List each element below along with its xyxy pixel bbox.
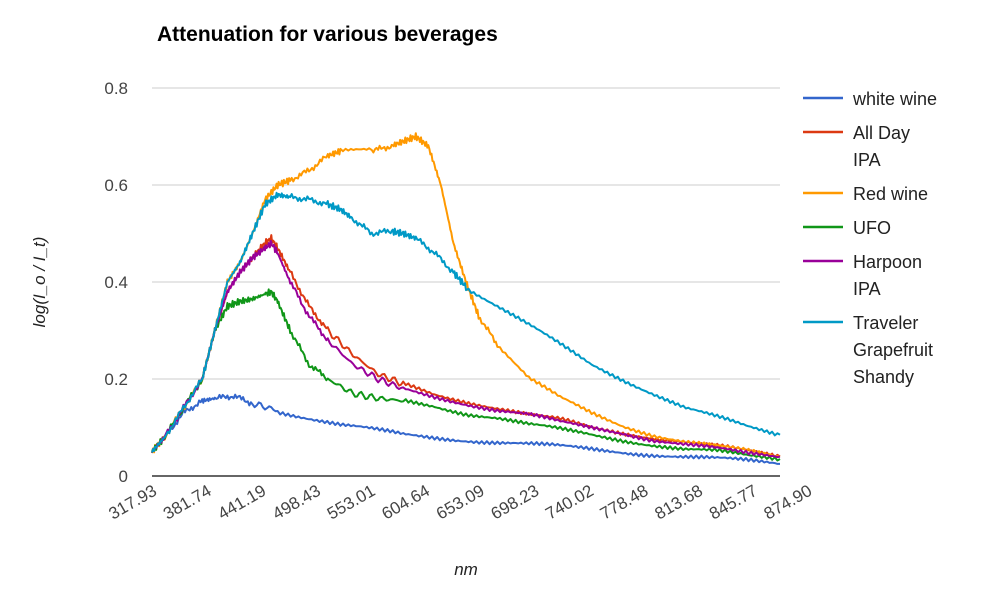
y-tick-label: 0.6 [104,176,128,195]
x-tick-label: 698.23 [488,481,543,523]
legend-label: All Day IPA [853,123,910,170]
x-axis-label: nm [454,560,478,579]
y-tick-label: 0.2 [104,370,128,389]
legend-label: UFO [853,218,891,238]
legend-item-ufo: UFO [803,218,891,238]
legend-item-all-day-ipa: All Day IPA [803,123,910,170]
x-tick-label: 845.77 [706,481,761,523]
series-line-traveler-grapefruit-shandy [151,191,781,453]
y-tick-label: 0 [119,467,128,486]
series-lines [151,132,781,465]
series-line-white-wine [151,393,780,465]
legend-label: white wine [852,89,937,109]
x-tick-label: 874.90 [761,481,816,523]
series-line-harpoon-ipa [151,239,781,459]
y-tick-label: 0.8 [104,79,128,98]
series-line-ufo [151,288,781,462]
legend-item-white-wine: white wine [803,89,937,109]
x-tick-label: 381.74 [160,481,215,523]
legend: white wine All Day IPA Red wine UFO Harpoon IP… [803,89,937,387]
series-line-red-wine [151,132,781,458]
x-tick-label: 604.64 [378,481,433,523]
legend-item-harpoon-ipa: Harpoon IPA [803,252,922,299]
x-tick-label: 813.68 [651,481,706,523]
chart-title: Attenuation for various beverages [157,23,498,46]
legend-label: Red wine [853,184,928,204]
x-tick-label: 498.43 [269,481,324,523]
grid [152,87,780,380]
legend-item-traveler-grapefruit-shandy: Traveler Grapefruit Shandy [803,313,933,387]
x-tick-label: 740.02 [542,481,597,523]
legend-label: Traveler Grapefruit Shandy [853,313,933,387]
x-tick-label: 441.19 [215,481,270,523]
y-tick-label: 0.4 [104,273,128,292]
x-tick-label: 778.48 [597,481,652,523]
x-tick-label: 553.01 [324,481,379,523]
series-line-all-day-ipa [151,234,781,459]
legend-label: Harpoon IPA [853,252,922,299]
x-tick-label: 317.93 [105,481,160,523]
x-axis-ticks: 317.93 381.74 441.19 498.43 553.01 604.64 653.… [105,481,815,523]
x-tick-label: 653.09 [433,481,488,523]
y-axis-ticks: 0 0.2 0.4 0.6 0.8 [104,79,128,486]
y-axis-label: log(I_o / I_t) [30,237,49,328]
legend-item-red-wine: Red wine [803,184,928,204]
